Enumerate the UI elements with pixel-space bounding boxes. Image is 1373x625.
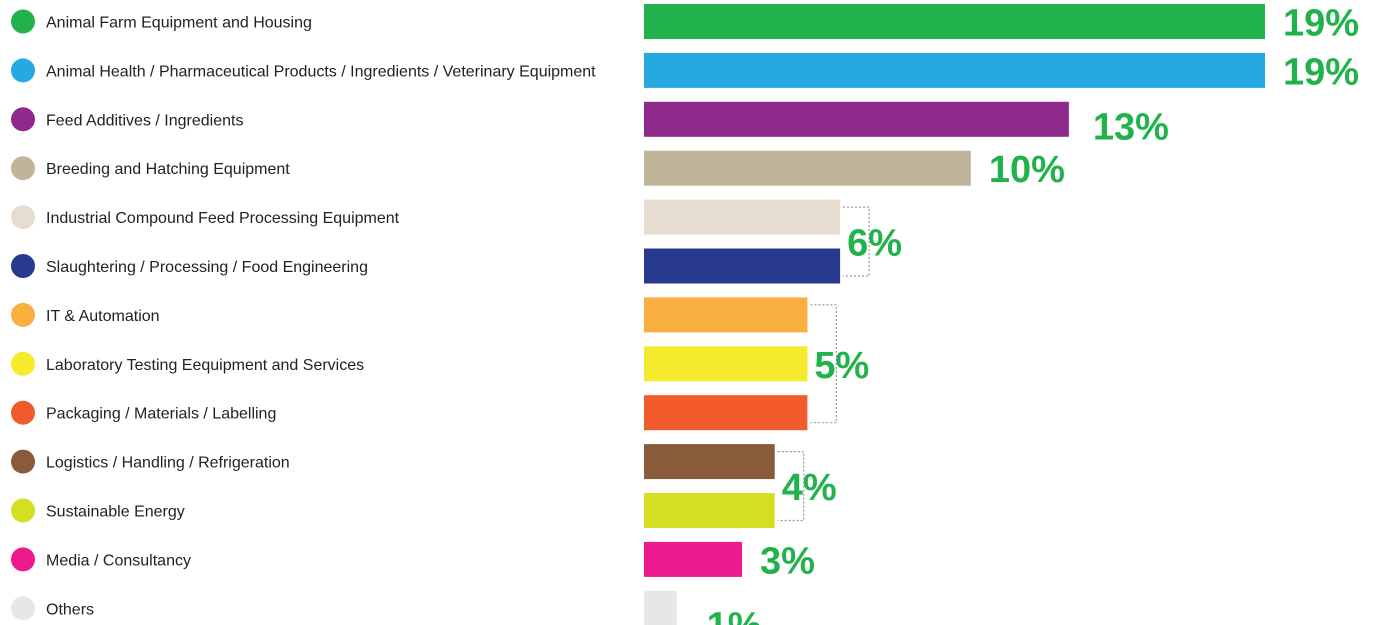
legend-dot — [11, 351, 35, 376]
category-label: Breeding and Hatching Equipment — [46, 161, 290, 178]
data-label: 6% — [847, 223, 902, 265]
legend-dot — [11, 205, 35, 230]
legend-dot — [11, 400, 35, 425]
bar — [644, 493, 775, 528]
bar — [644, 101, 1069, 137]
legend-dot — [11, 498, 35, 523]
category-label: Slaughtering / Processing / Food Enginee… — [46, 259, 368, 276]
category-label: IT & Automation — [46, 308, 160, 325]
category-label: Animal Farm Equipment and Housing — [46, 15, 312, 32]
bar — [644, 199, 841, 235]
bar — [644, 248, 841, 284]
data-label: 4% — [782, 467, 837, 509]
category-label: Packaging / Materials / Labelling — [46, 406, 276, 423]
data-label: 1% — [707, 605, 762, 625]
data-label: 19% — [1283, 51, 1359, 93]
data-label: 19% — [1283, 3, 1359, 45]
data-label: 3% — [760, 540, 815, 582]
category-label: Laboratory Testing Eequipment and Servic… — [46, 357, 364, 374]
legend-dot — [11, 302, 35, 327]
group-bracket — [810, 304, 838, 424]
bar — [644, 590, 677, 625]
category-label: Feed Additives / Ingredients — [46, 112, 243, 129]
bar — [644, 297, 808, 333]
legend-dot — [11, 9, 35, 34]
category-label: Sustainable Energy — [46, 504, 185, 521]
category-label: Animal Health / Pharmaceutical Products … — [46, 63, 596, 80]
category-label: Logistics / Handling / Refrigeration — [46, 455, 290, 472]
category-label: Others — [46, 601, 94, 618]
legend-dot — [11, 156, 35, 181]
legend-dot — [11, 254, 35, 278]
bar — [644, 444, 775, 480]
legend-dot — [11, 596, 35, 621]
legend-dot — [11, 107, 35, 132]
bar — [644, 4, 1265, 39]
bar — [644, 395, 808, 431]
legend-dot — [11, 58, 35, 83]
legend-dot — [11, 547, 35, 572]
data-label: 13% — [1093, 106, 1169, 148]
data-label: 5% — [814, 345, 869, 387]
group-bracket — [843, 206, 870, 277]
legend-dot — [11, 449, 35, 474]
bar — [644, 541, 743, 577]
data-label: 10% — [989, 149, 1065, 191]
category-label: Industrial Compound Feed Processing Equi… — [46, 210, 400, 227]
bar — [644, 52, 1265, 88]
bar — [644, 150, 971, 186]
bar — [644, 346, 808, 382]
category-label: Media / Consultancy — [46, 552, 191, 569]
group-bracket — [777, 451, 805, 522]
